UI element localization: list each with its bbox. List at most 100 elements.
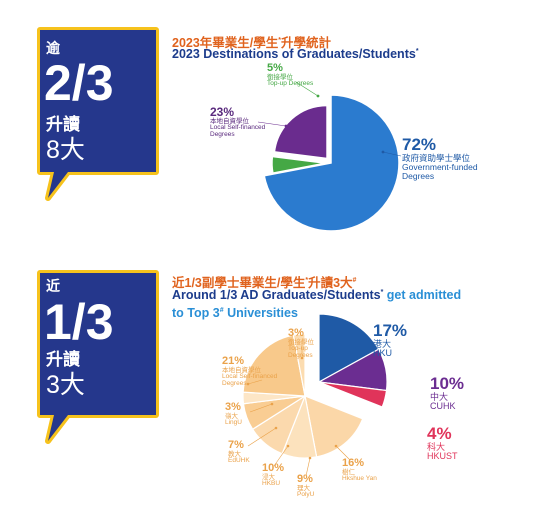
title2-zh-sup2: # bbox=[352, 276, 357, 284]
chart1-slice-selffinanced bbox=[273, 104, 328, 160]
chart2-label-selffinanced: 21% 本地自資學位 Local Self-financed Degrees bbox=[222, 355, 278, 388]
title-zh-main: 2023年畢業生/學生 bbox=[172, 36, 279, 50]
badge-one-third: 近 1/3 升讀 3大 bbox=[34, 267, 164, 447]
chart1-leader-govfunded-dot bbox=[381, 150, 385, 154]
chart2-leader-shueyan-dot bbox=[334, 444, 338, 448]
chart1-slice-topup bbox=[271, 155, 326, 175]
title-en-sup: * bbox=[415, 48, 419, 55]
chart2-label-cuhk-zh: 中大 bbox=[430, 391, 449, 402]
chart2-label-selffinanced-en2: Degrees bbox=[222, 380, 247, 388]
chart2-slice-hkust bbox=[318, 381, 388, 408]
chart1-label-topup: 5% 銜接學位 Top-up Degrees bbox=[267, 62, 313, 88]
badge2-line1: 升讀 bbox=[46, 350, 80, 369]
chart1-label-selffinanced-pct: 23% bbox=[210, 105, 235, 119]
chart2-label-eduhk-en: EdUHK bbox=[228, 457, 250, 465]
chart2-label-shueyan-pct: 16% bbox=[342, 457, 365, 469]
chart2-leader-topup-dot bbox=[300, 356, 304, 360]
chart2-label-polyu-pct: 9% bbox=[297, 473, 313, 485]
chart2-label-hkust: 4% 科大 HKUST bbox=[427, 425, 458, 462]
chart1-label-govfunded-zh: 政府資助學士學位 bbox=[402, 152, 471, 163]
badge-line2: 8大 bbox=[46, 136, 85, 164]
chart2-leader-lingu-dot bbox=[270, 402, 274, 406]
section1-title-en: 2023 Destinations of Graduates/Students* bbox=[172, 44, 419, 62]
chart2-slice-hku bbox=[318, 313, 380, 384]
chart2-leader-hkbu-dot bbox=[286, 444, 290, 448]
chart2-leader-polyu-dot bbox=[308, 456, 312, 460]
title2-zh-main: 近1/3副學士畢業生/學生 bbox=[172, 276, 306, 290]
chart2-label-hku: 17% 港大 HKU bbox=[373, 322, 407, 359]
badge2-line2: 3大 bbox=[46, 371, 85, 399]
title-zh-sup: * bbox=[278, 36, 282, 44]
chart2-label-hkbu: 10% 浸大 HKBU bbox=[262, 462, 284, 488]
chart1-slice-govfunded bbox=[263, 94, 400, 232]
title2-en-sup: * bbox=[380, 289, 384, 296]
badge2-fraction: 1/3 bbox=[44, 294, 114, 350]
chart1-label-topup-zh: 銜接學位 bbox=[267, 73, 293, 81]
chart2-leader-eduhk bbox=[247, 427, 277, 447]
chart2-label-topup: 3% 銜接學位 Top-up Degrees bbox=[288, 327, 314, 360]
chart2-label-eduhk-zh: 教大 bbox=[228, 450, 241, 458]
section1-title-zh: 2023年畢業生/學生*升學統計 bbox=[172, 32, 331, 51]
chart2-label-cuhk: 10% 中大 CUHK bbox=[430, 375, 464, 412]
chart2-label-selffinanced-en1: Local Self-financed bbox=[222, 373, 278, 381]
chart2-label-polyu-zh: 理大 bbox=[297, 484, 310, 492]
chart2-leader-polyu bbox=[305, 457, 311, 477]
chart2-leader-selffinanced bbox=[247, 379, 263, 385]
title2-en-sup2: # bbox=[219, 307, 224, 315]
chart2-label-shueyan: 16% 樹仁 Hkshue Yan bbox=[342, 457, 377, 483]
chart2-label-lingu-en: LingU bbox=[225, 419, 242, 427]
chart1-leader-topup-dot bbox=[316, 94, 320, 98]
badge-prefix: 逾 bbox=[46, 40, 60, 56]
chart2-label-lingu: 3% 嶺大 LingU bbox=[225, 401, 242, 427]
chart1-label-selffinanced-en1: Local Self-financed bbox=[210, 124, 266, 132]
chart1-label-selffinanced: 23% 本地自資學位 Local Self-financed Degrees bbox=[210, 106, 265, 139]
title-zh-tail: 升學統計 bbox=[281, 36, 332, 50]
chart2-label-cuhk-pct: 10% bbox=[430, 374, 465, 393]
badge-shape bbox=[37, 27, 159, 201]
section2-title-zh: 近1/3副學士畢業生/學生*升讀3大# bbox=[172, 272, 356, 291]
chart2-slice-shueyan bbox=[304, 395, 364, 458]
chart2-label-topup-en2: Degrees bbox=[288, 352, 313, 360]
chart1-label-topup-pct: 5% bbox=[267, 62, 283, 74]
title2-en-b: get admitted bbox=[383, 288, 462, 303]
chart2-label-hkust-pct: 4% bbox=[427, 424, 452, 443]
chart2-label-hkbu-zh: 浸大 bbox=[262, 473, 275, 481]
chart2-leader-eduhk-dot bbox=[274, 426, 278, 430]
chart2-leader-shueyan bbox=[335, 445, 351, 461]
chart1-label-govfunded-en2: Degrees bbox=[402, 170, 435, 181]
chart2-label-lingu-zh: 嶺大 bbox=[225, 412, 238, 420]
chart2-label-shueyan-zh: 樹仁 bbox=[342, 468, 355, 476]
chart2-label-hkust-en: HKUST bbox=[427, 451, 458, 462]
chart1-leader-topup bbox=[295, 81, 319, 97]
chart2-label-lingu-pct: 3% bbox=[225, 401, 241, 413]
chart2-label-hku-zh: 港大 bbox=[373, 338, 392, 349]
chart1-label-selffinanced-en2: Degrees bbox=[210, 131, 235, 139]
chart1-leader-selffinanced bbox=[257, 121, 287, 127]
chart2-label-polyu-en: PolyU bbox=[297, 491, 315, 499]
chart1-label-govfunded-en1: Government-funded bbox=[402, 161, 478, 172]
chart2-label-eduhk-pct: 7% bbox=[228, 439, 244, 451]
chart2-label-hkbu-en: HKBU bbox=[262, 480, 281, 488]
chart2-label-cuhk-en: CUHK bbox=[430, 401, 456, 412]
chart2-label-shueyan-en: Hkshue Yan bbox=[342, 475, 377, 483]
chart2-label-selffinanced-pct: 21% bbox=[222, 355, 245, 367]
chart1-leader-selffinanced-dot bbox=[284, 124, 288, 128]
chart2-label-hku-en: HKU bbox=[373, 348, 393, 359]
chart2-label-hkust-zh: 科大 bbox=[427, 441, 446, 452]
title2-zh-sup: * bbox=[305, 276, 309, 284]
chart2-label-selffinanced-zh: 本地自資學位 bbox=[222, 366, 261, 374]
chart2-label-polyu: 9% 理大 PolyU bbox=[297, 473, 315, 499]
badge-fraction: 2/3 bbox=[44, 55, 114, 111]
badge-two-thirds: 逾 2/3 升讀 8大 bbox=[34, 24, 164, 204]
chart2-label-hku-pct: 17% bbox=[373, 321, 408, 340]
badge2-prefix: 近 bbox=[46, 278, 60, 294]
chart1-leader-govfunded bbox=[382, 151, 402, 157]
chart2-label-eduhk: 7% 教大 EdUHK bbox=[228, 439, 250, 465]
title2-en-c: to Top 3 bbox=[172, 306, 220, 321]
badge-shape-2 bbox=[37, 270, 159, 444]
chart2-leader-lingu bbox=[249, 403, 273, 413]
chart1-label-govfunded: 72% 政府資助學士學位 Government-funded Degrees bbox=[402, 136, 478, 181]
badge-line1: 升讀 bbox=[46, 115, 80, 134]
